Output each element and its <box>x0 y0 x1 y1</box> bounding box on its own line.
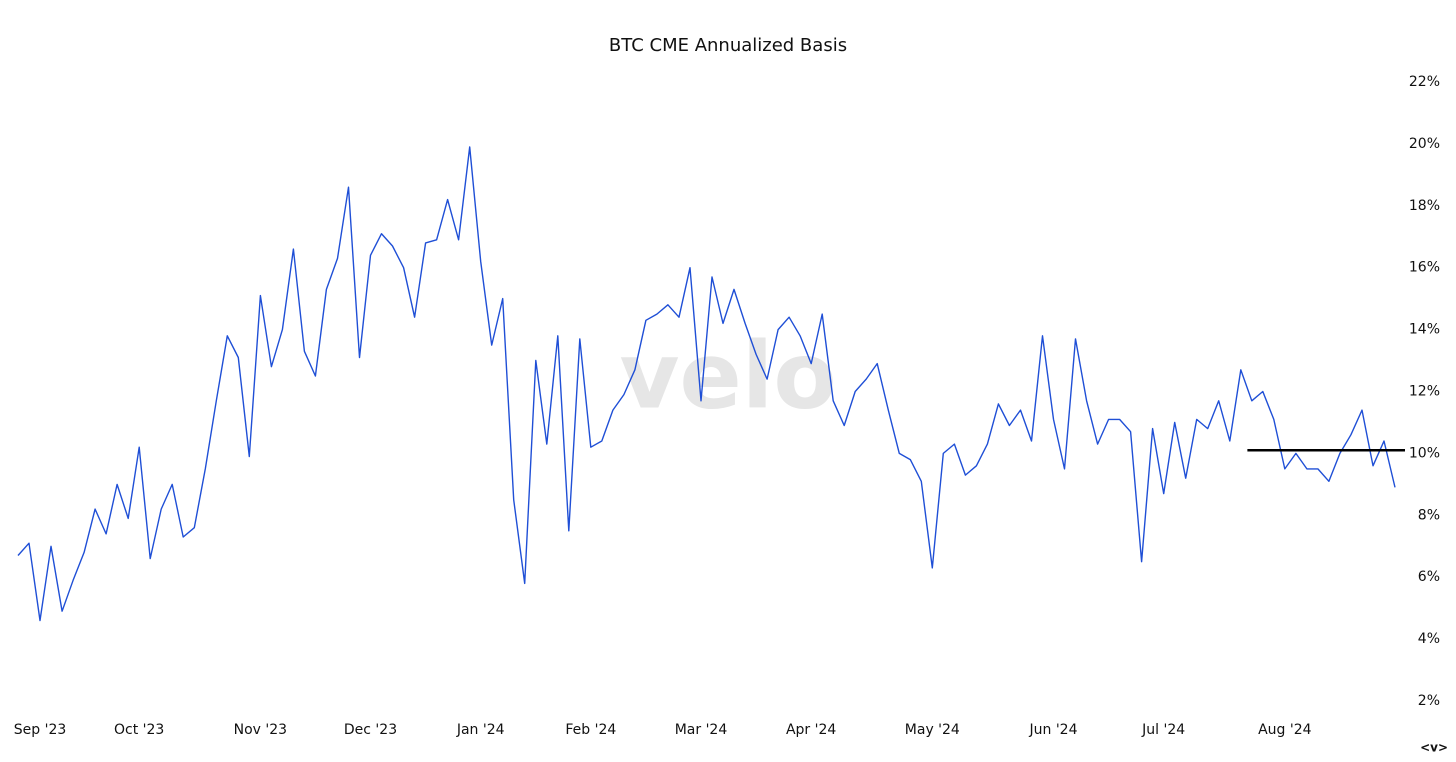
y-tick-label: 14% <box>1409 322 1440 338</box>
x-tick-label: Feb '24 <box>565 722 616 738</box>
y-tick-label: 16% <box>1409 260 1440 276</box>
y-tick-label: 4% <box>1418 631 1440 647</box>
x-tick-label: Apr '24 <box>786 722 836 738</box>
x-tick-label: Jan '24 <box>456 722 505 738</box>
x-tick-label: Dec '23 <box>344 722 397 738</box>
y-tick-label: 10% <box>1409 445 1440 461</box>
x-tick-label: May '24 <box>905 722 960 738</box>
y-tick-label: 18% <box>1409 198 1440 214</box>
x-tick-label: Mar '24 <box>675 722 728 738</box>
y-tick-label: 20% <box>1409 136 1440 152</box>
y-tick-label: 8% <box>1418 507 1440 523</box>
y-tick-label: 6% <box>1418 569 1440 585</box>
x-tick-label: Sep '23 <box>14 722 67 738</box>
x-tick-label: Jul '24 <box>1141 722 1185 738</box>
y-tick-label: 12% <box>1409 384 1440 400</box>
watermark: velo <box>619 322 836 429</box>
chart-title: BTC CME Annualized Basis <box>609 35 847 56</box>
y-tick-label: 22% <box>1409 74 1440 90</box>
y-tick-label: 2% <box>1418 693 1440 709</box>
data-line <box>17 146 1396 622</box>
nav-controls[interactable]: <v> <box>1420 741 1448 755</box>
x-tick-label: Aug '24 <box>1258 722 1312 738</box>
x-tick-label: Jun '24 <box>1029 722 1078 738</box>
x-tick-label: Oct '23 <box>114 722 164 738</box>
x-tick-label: Nov '23 <box>234 722 287 738</box>
